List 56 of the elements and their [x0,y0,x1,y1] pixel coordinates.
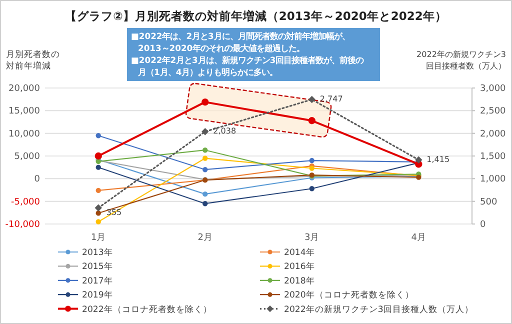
y-tick-label: 10,000 [8,129,40,140]
y2-tick-label: 1,500 [480,152,506,162]
legend-label: 2020年（コロナ死者数を除く） [284,290,414,301]
point [96,133,101,138]
y2-tick-label: 0 [480,220,486,230]
point [415,156,422,164]
legend-label: 2014年 [284,247,315,258]
legend-label: 2015年 [82,261,113,272]
point [96,219,101,224]
point [309,186,314,192]
y2-tick-label: 2,000 [480,129,506,140]
point [309,166,314,171]
y-axis-title: 月別死者数の対前年増減 [6,49,60,72]
legend-label: 2016年 [284,261,315,272]
y2-tick-label: 2,500 [480,106,506,117]
point [308,96,316,104]
y-tick-label: 0 [34,174,40,185]
x-tick-label: 1月 [91,233,106,243]
legend-label: 2022年の新規ワクチン3回目接種人数（万人） [284,304,474,315]
point [202,128,209,136]
point [94,204,102,212]
point [202,148,208,153]
data-label: 2,038 [213,126,236,136]
point [94,152,102,160]
legend-label: 2018年 [284,275,315,286]
data-label: 1,415 [426,154,450,164]
legend-label: 2022年（コロナ死者数を除く） [82,304,212,315]
point [202,201,208,206]
y-tick-label: 15,000 [8,106,40,117]
text: ■2022年2月と3月は、新規ワクチン3回目接種者数が、前後の月（1月、4月）よりも明らかに多い。 [131,55,364,77]
point [309,158,314,164]
x-tick-label: 4月 [411,233,426,243]
point [202,167,208,172]
point [96,188,101,194]
y2-tick-label: 3,000 [480,84,506,94]
y-tick-label: -10,000 [5,220,40,230]
legend-label: 2013年 [82,247,113,258]
point [96,164,101,170]
y2-tick-label: 1,000 [480,174,506,185]
point [202,98,209,106]
point [202,191,208,197]
point [202,156,208,161]
y2-axis-title: 2022年の新規ワクチン3回目接種者数（万人） [416,50,506,70]
x-tick-label: 2月 [198,233,212,243]
legend-label: 2017年 [82,275,113,286]
point [96,210,101,216]
text: ■2022年は、2月と3月に、月間死者数の対前年増加幅が、2013～2020年のそれの最大値を超過した。 [131,31,350,53]
x-tick-label: 3月 [304,233,320,243]
y-tick-label: -5,000 [10,197,40,208]
y2-tick-label: 500 [480,197,498,208]
data-label: 2,747 [320,94,343,104]
y-tick-label: 20,000 [8,84,40,94]
legend-label: 2019年 [82,290,113,301]
y-tick-label: 5,000 [14,152,40,162]
point [308,117,316,124]
chart-title: 【グラフ②】月別死者数の対前年増減（2013年～2020年と2022年） [65,9,447,23]
